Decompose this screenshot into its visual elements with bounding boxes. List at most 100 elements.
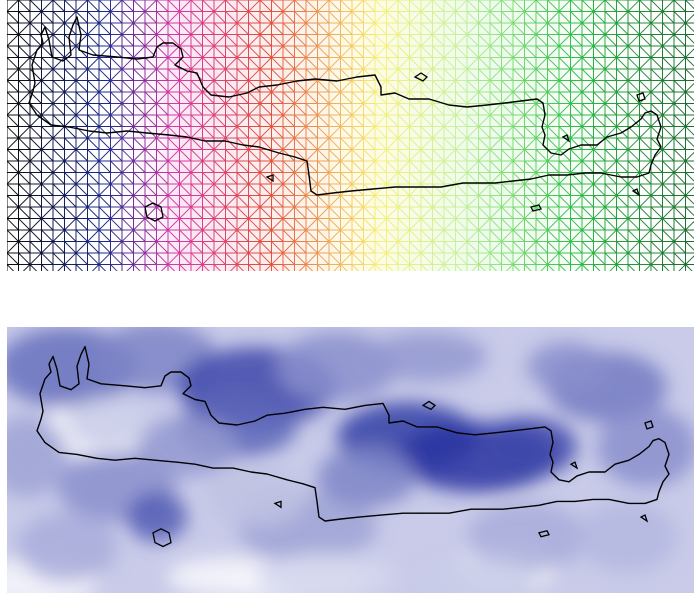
mesh-diagonal-line: [52, 103, 65, 116]
mesh-diagonal-line: [328, 252, 341, 265]
mesh-diagonal-line: [639, 103, 652, 116]
mesh-diagonal-line: [110, 172, 123, 185]
mesh-diagonal-line: [581, 11, 594, 24]
mesh-diagonal-line: [41, 172, 54, 185]
mesh-diagonal-line: [133, 241, 146, 254]
mesh-diagonal-line: [432, 195, 445, 208]
mesh-diagonal-line: [374, 149, 387, 162]
mesh-diagonal-line: [639, 80, 652, 93]
mesh-diagonal-line: [305, 80, 318, 93]
mesh-diagonal-line: [144, 103, 157, 116]
mesh-diagonal-line: [593, 80, 606, 93]
mesh-diagonal-line: [535, 206, 548, 219]
mesh-diagonal-line: [673, 183, 686, 196]
mesh-diagonal-line: [110, 11, 123, 24]
mesh-diagonal-line: [179, 126, 192, 139]
mesh-diagonal-line: [213, 22, 226, 35]
mesh-diagonal-line: [604, 22, 617, 35]
mesh-diagonal-line: [18, 137, 31, 150]
mesh-diagonal-line: [547, 229, 560, 242]
mesh-diagonal-line: [64, 22, 77, 35]
mesh-diagonal-line: [466, 195, 479, 208]
islet-outline: [530, 204, 542, 212]
islet-outline: [636, 92, 646, 102]
mesh-diagonal-line: [535, 45, 548, 58]
mesh-diagonal-line: [685, 172, 694, 182]
mesh-diagonal-line: [363, 11, 376, 24]
mesh-diagonal-line: [236, 126, 249, 139]
mesh-diagonal-line: [501, 218, 514, 231]
mesh-diagonal-line: [558, 57, 571, 70]
mesh-diagonal-line: [455, 264, 463, 271]
mesh-diagonal-line: [466, 172, 479, 185]
mesh-diagonal-line: [351, 149, 364, 162]
mesh-diagonal-line: [7, 80, 19, 93]
mesh-diagonal-line: [7, 126, 19, 139]
mesh-diagonal-line: [512, 206, 525, 219]
mesh-diagonal-line: [386, 114, 399, 127]
mesh-diagonal-line: [374, 45, 387, 58]
mesh-diagonal-line: [512, 160, 525, 173]
mesh-diagonal-line: [558, 229, 571, 242]
mesh-diagonal-line: [213, 252, 226, 265]
mesh-diagonal-line: [501, 172, 514, 185]
mesh-diagonal-line: [294, 183, 307, 196]
mesh-diagonal-line: [616, 172, 629, 185]
mesh-diagonal-line: [259, 160, 272, 173]
mesh-diagonal-line: [236, 137, 249, 150]
mesh-diagonal-line: [18, 0, 31, 12]
mesh-diagonal-line: [593, 218, 606, 231]
mesh-diagonal-line: [271, 0, 284, 12]
islet-outline: [644, 420, 654, 430]
mesh-diagonal-line: [144, 45, 157, 58]
mesh-diagonal-line: [501, 103, 514, 116]
mesh-diagonal-line: [616, 137, 629, 150]
mesh-diagonal-line: [340, 114, 353, 127]
mesh-diagonal-line: [340, 22, 353, 35]
mesh-diagonal-line: [179, 206, 192, 219]
mesh-diagonal-line: [593, 229, 606, 242]
mesh-diagonal-line: [271, 206, 284, 219]
mesh-diagonal-line: [639, 126, 652, 139]
mesh-diagonal-line: [351, 91, 364, 104]
mesh-diagonal-line: [190, 57, 203, 70]
mesh-diagonal-line: [489, 218, 502, 231]
mesh-diagonal-line: [581, 103, 594, 116]
mesh-diagonal-line: [673, 149, 686, 162]
mesh-diagonal-line: [294, 34, 307, 47]
mesh-diagonal-line: [213, 183, 226, 196]
mesh-diagonal-line: [236, 11, 249, 24]
mesh-diagonal-line: [7, 57, 19, 70]
mesh-diagonal-line: [581, 241, 594, 254]
mesh-diagonal-line: [535, 34, 548, 47]
mesh-diagonal-line: [133, 80, 146, 93]
mesh-diagonal-line: [627, 137, 640, 150]
mesh-diagonal-line: [650, 241, 663, 254]
mesh-diagonal-line: [547, 149, 560, 162]
mesh-diagonal-line: [673, 252, 686, 265]
mesh-diagonal-line: [305, 229, 318, 242]
mesh-diagonal-line: [144, 22, 157, 35]
mesh-diagonal-line: [374, 264, 383, 271]
mesh-diagonal-line: [616, 218, 629, 231]
mesh-diagonal-line: [409, 206, 422, 219]
mesh-diagonal-line: [685, 103, 694, 113]
mesh-diagonal-line: [363, 126, 376, 139]
mesh-diagonal-line: [271, 160, 284, 173]
mesh-diagonal-line: [29, 0, 42, 12]
mesh-diagonal-line: [547, 91, 560, 104]
mesh-diagonal-line: [570, 22, 583, 35]
mesh-diagonal-line: [512, 172, 525, 185]
mesh-diagonal-line: [305, 57, 318, 70]
mesh-diagonal-line: [397, 11, 410, 24]
mesh-diagonal-line: [29, 264, 38, 271]
mesh-diagonal-line: [409, 195, 422, 208]
mesh-diagonal-line: [294, 195, 307, 208]
mesh-diagonal-line: [478, 57, 491, 70]
mesh-diagonal-line: [75, 252, 88, 265]
mesh-diagonal-line: [432, 114, 445, 127]
mesh-diagonal-line: [374, 68, 387, 81]
mesh-diagonal-line: [478, 0, 491, 12]
mesh-diagonal-line: [374, 57, 387, 70]
mesh-diagonal-line: [167, 45, 180, 58]
